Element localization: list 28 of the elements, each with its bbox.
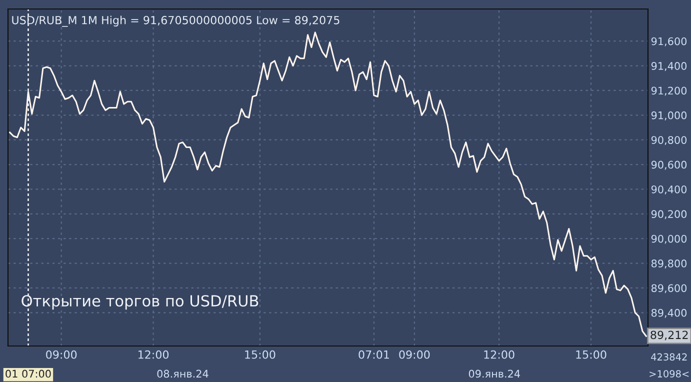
text: USD/RUB_M 1M High = 91,6705000000005 Low = 89,2075 (12, 16, 340, 27)
y-tick-label: 91,400 (651, 62, 687, 71)
x-tick-label: 09:00 (399, 350, 430, 359)
annotation: 89,212 (650, 330, 688, 340)
y-tick-label: 90,400 (651, 185, 687, 194)
text: 08.янв.24 (157, 370, 208, 378)
annotation: Открытие торгов по USD/RUB (22, 295, 258, 310)
x-tick-label: 12:00 (138, 350, 169, 359)
y-tick-label: 90,800 (651, 136, 687, 146)
y-tick-label: 89,800 (651, 260, 687, 268)
y-tick-label: 91,200 (651, 86, 687, 96)
text: 09.янв.24 (468, 370, 520, 378)
line-series (9, 32, 647, 337)
y-tick-label: 89,400 (651, 308, 687, 318)
y-tick-label: 89,600 (651, 284, 687, 294)
y-tick-label: 90,200 (651, 210, 687, 220)
x-tick-label: 12:00 (484, 350, 514, 359)
x-tick-label: 15:00 (576, 350, 606, 359)
text: >1098< (650, 370, 689, 378)
x-tick-label: 01 07:00 (6, 370, 51, 378)
y-tick-label: 90,600 (651, 160, 687, 170)
y-tick-label: 90,000 (651, 234, 687, 244)
x-tick-label: 15:00 (245, 350, 276, 359)
text: 423842 (651, 353, 687, 361)
x-tick-label: 07:01 (358, 350, 389, 359)
x-tick-label: 09:00 (46, 350, 77, 359)
y-tick-label: 91,600 (651, 37, 687, 46)
y-tick-label: 91,000 (651, 111, 687, 120)
